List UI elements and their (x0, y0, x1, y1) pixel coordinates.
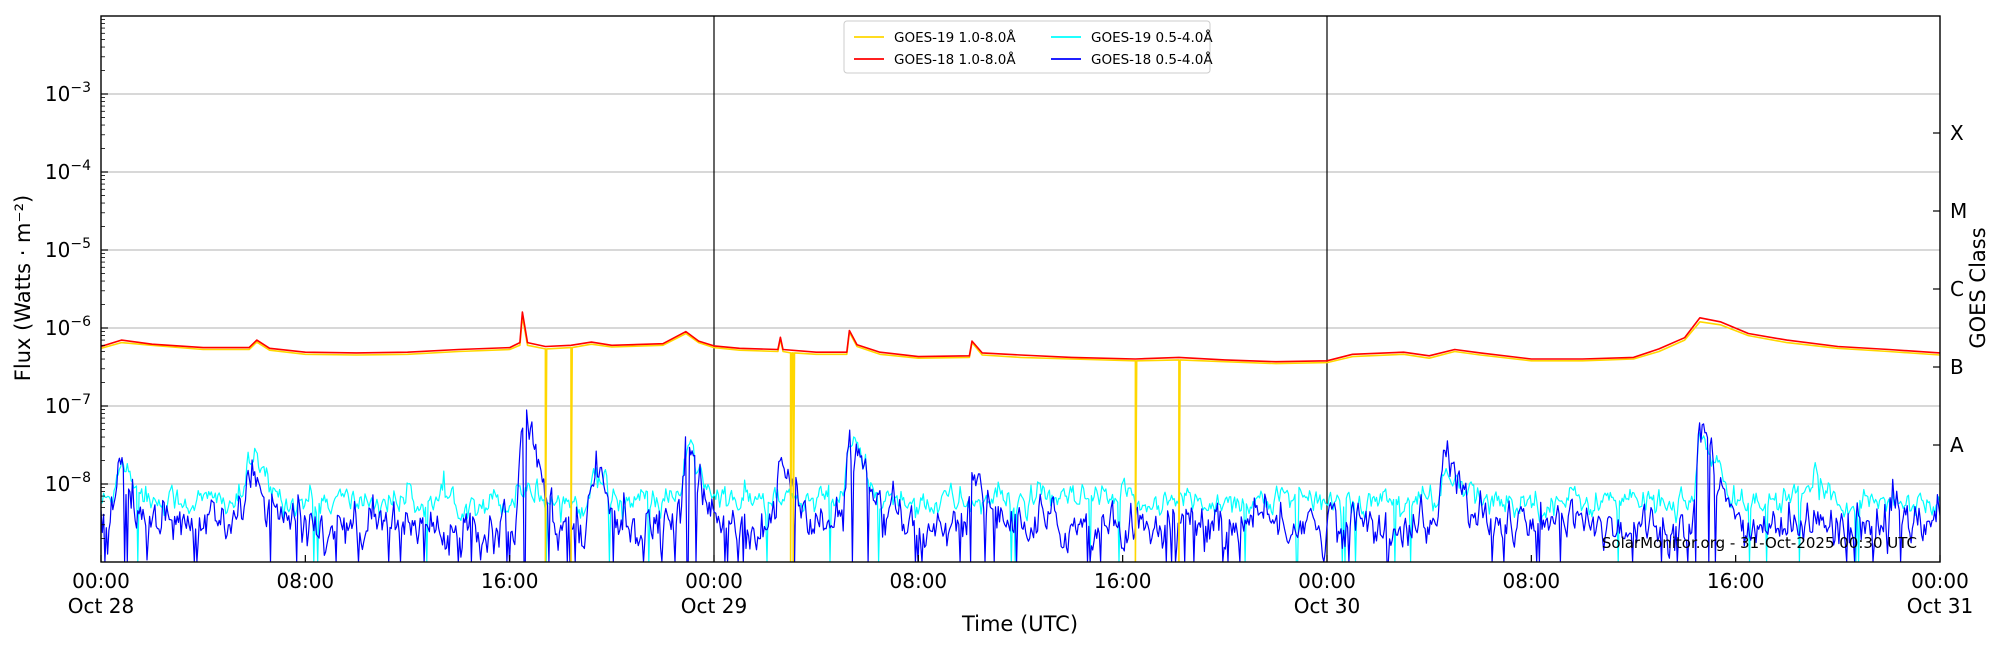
goes-class-axis: X M C B A (1933, 121, 1967, 457)
goes-class-label: A (1950, 433, 1964, 457)
goes-class-label: M (1950, 199, 1967, 223)
x-tick-label: 08:00 (890, 569, 948, 593)
series-lines (101, 311, 1940, 562)
goes-class-label: B (1950, 355, 1964, 379)
legend-label: GOES-19 0.5-4.0Å (1091, 29, 1213, 46)
y-tick-label: 10−6 (45, 314, 91, 340)
series-line-4 (101, 409, 1940, 562)
plot-frame (100, 15, 1941, 563)
x-tick-date-label: Oct 28 (68, 594, 134, 618)
x-tick-label: 00:00 (1911, 569, 1969, 593)
x-tick-label: 16:00 (1707, 569, 1765, 593)
goes-class-label: C (1950, 277, 1964, 301)
legend-label: GOES-19 1.0-8.0Å (894, 29, 1016, 46)
y-axis-title: Flux (Watts · m⁻²) (11, 195, 35, 381)
legend-label: GOES-18 1.0-8.0Å (894, 51, 1016, 68)
x-tick-date-label: Oct 31 (1907, 594, 1973, 618)
x-tick-label: 00:00 (72, 569, 130, 593)
legend-label: GOES-18 0.5-4.0Å (1091, 51, 1213, 68)
gridlines (101, 93, 1940, 485)
y-tick-label: 10−3 (45, 80, 91, 106)
x-axis-title: Time (UTC) (961, 612, 1078, 636)
y-tick-label: 10−4 (45, 158, 91, 184)
x-tick-label: 08:00 (277, 569, 335, 593)
x-tick-label: 00:00 (685, 569, 743, 593)
x-tick-label: 00:00 (1298, 569, 1356, 593)
y-tick-label: 10−8 (45, 470, 91, 496)
series-line-3 (101, 432, 1940, 562)
y2-axis-title: GOES Class (1966, 227, 1990, 348)
x-tick-label: 08:00 (1503, 569, 1561, 593)
y-tick-label: 10−7 (45, 392, 91, 418)
watermark: SolarMonitor.org - 31-Oct-2025 00:30 UTC (1602, 534, 1917, 552)
x-tick-label: 16:00 (481, 569, 539, 593)
y-tick-label: 10−5 (45, 236, 91, 262)
series-line-2 (101, 311, 1940, 363)
goes-class-label: X (1950, 121, 1964, 145)
x-tick-date-label: Oct 30 (1294, 594, 1360, 618)
x-tick-label: 16:00 (1094, 569, 1152, 593)
day-separators (713, 16, 1328, 562)
legend: GOES-19 1.0-8.0Å GOES-18 1.0-8.0Å GOES-19 … (843, 20, 1213, 74)
x-tick-date-label: Oct 29 (681, 594, 747, 618)
y-axis: 10−3 10−4 10−5 10−6 10−7 10−8 (45, 19, 108, 539)
legend-box (843, 20, 1211, 74)
